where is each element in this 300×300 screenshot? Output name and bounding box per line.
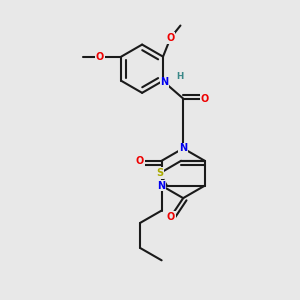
Text: O: O [201, 94, 209, 103]
Text: N: N [158, 181, 166, 191]
Text: S: S [156, 168, 164, 178]
Text: O: O [167, 212, 175, 222]
Text: O: O [136, 156, 144, 166]
Text: O: O [167, 33, 175, 43]
Text: O: O [96, 52, 104, 61]
Text: N: N [179, 143, 187, 153]
Text: H: H [176, 72, 184, 81]
Text: N: N [160, 77, 169, 87]
